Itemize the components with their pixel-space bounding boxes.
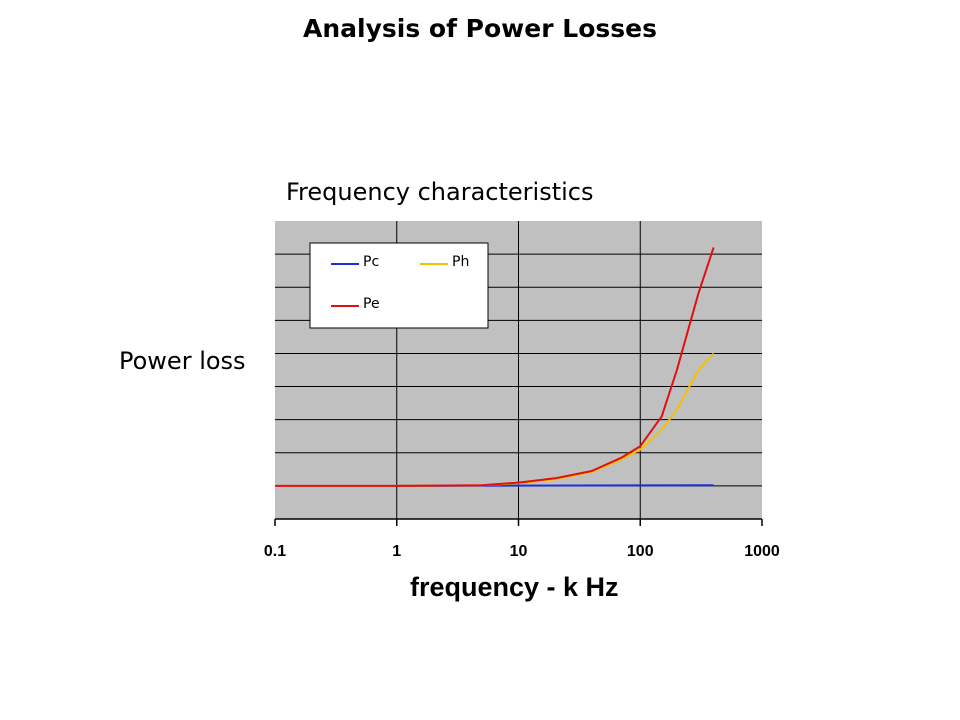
legend: Pc Ph Pe bbox=[309, 242, 489, 329]
chart-title: Frequency characteristics bbox=[286, 178, 594, 206]
series-line-pe bbox=[275, 247, 715, 487]
x-tick-label: 0.1 bbox=[264, 543, 286, 560]
y-axis-label: Power loss bbox=[119, 347, 246, 375]
legend-label-pc: Pc bbox=[363, 254, 379, 270]
legend-label-ph: Ph bbox=[452, 254, 469, 270]
series-layer bbox=[275, 247, 715, 487]
legend-label-pe: Pe bbox=[363, 296, 380, 312]
x-tick-label: 100 bbox=[627, 543, 654, 560]
axes bbox=[274, 518, 763, 526]
x-tick-label: 1 bbox=[392, 543, 401, 560]
x-tick-label: 1000 bbox=[744, 543, 780, 560]
x-axis-label: frequency - k Hz bbox=[410, 572, 619, 602]
x-tick-label: 10 bbox=[510, 543, 528, 560]
x-tick-labels: 0.1 1 10 100 1000 bbox=[264, 543, 780, 560]
slide-title: Analysis of Power Losses bbox=[303, 14, 657, 43]
